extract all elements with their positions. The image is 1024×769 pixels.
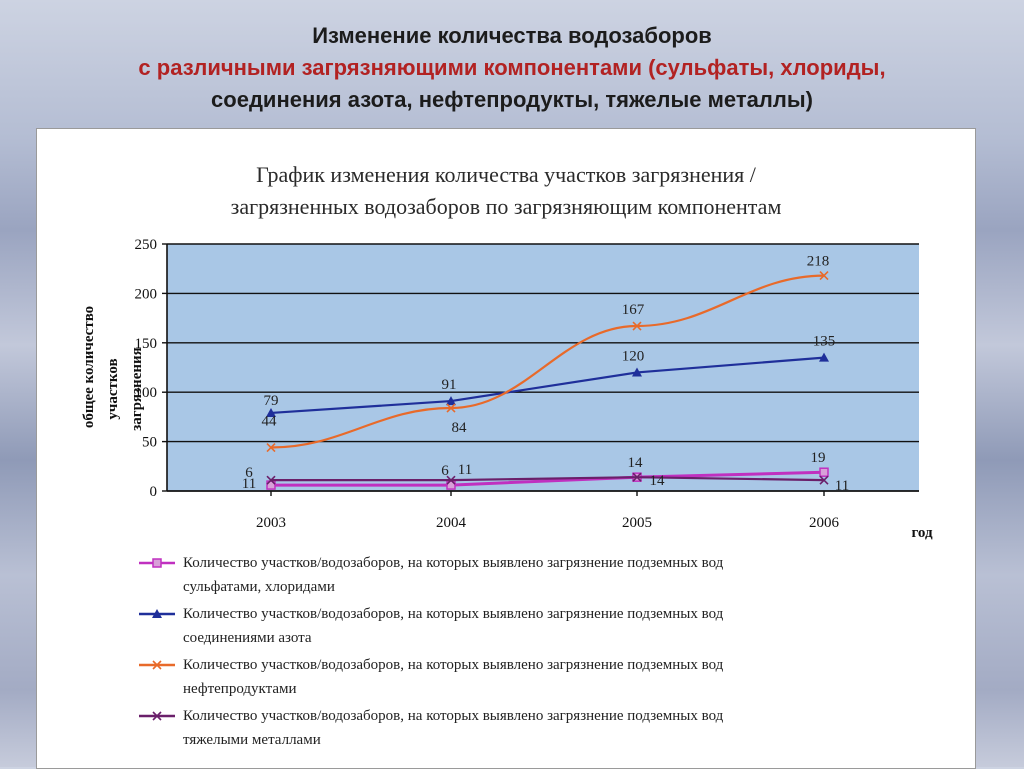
y-tick-label: 0: [150, 484, 158, 500]
data-label: 79: [264, 393, 279, 409]
legend-label-line1: Количество участков/водозаборов, на кото…: [183, 606, 724, 622]
data-label: 11: [835, 478, 849, 494]
legend-swatch-sulfates: [139, 558, 175, 568]
marker-stroke: [632, 472, 642, 482]
marker-stroke: [446, 475, 456, 485]
y-tick-label: 50: [142, 435, 157, 451]
y-tick-label: 150: [135, 336, 158, 352]
data-point: [632, 321, 642, 331]
marker-stroke: [152, 660, 162, 670]
data-point: [819, 352, 829, 362]
legend-swatch-heavy-metals: [139, 711, 175, 721]
y-tick-label: 250: [135, 237, 158, 253]
data-point: [266, 407, 276, 417]
data-point: [446, 475, 456, 485]
legend-swatch-petroleum: [139, 660, 175, 670]
data-point: [446, 403, 456, 413]
data-label: 218: [807, 254, 830, 270]
marker-stroke: [446, 403, 456, 413]
x-tick-label: 2003: [256, 515, 286, 531]
slide-title-line2: с различными загрязняющими компонентами …: [138, 55, 886, 80]
series-line: [270, 356, 825, 415]
chart-panel: График изменения количества участков заг…: [36, 128, 976, 769]
x-tick-label: 2006: [809, 515, 840, 531]
x-tick-label: 2004: [436, 515, 467, 531]
legend-label-line1: Количество участков/водозаборов, на кото…: [183, 555, 724, 571]
y-tick-label: 200: [135, 286, 158, 302]
legend-label-line2: соединениями азота: [183, 630, 312, 646]
data-point: [819, 467, 829, 477]
marker-stroke: [819, 475, 829, 485]
data-label: 91: [442, 377, 457, 393]
axes: 0 50 100 150 200 250 2003 2004 2005 2006 год общее …: [81, 237, 933, 541]
y-axis-label-line: загрязнения: [129, 347, 145, 431]
legend-item: Количество участков/водозаборов, на кото…: [137, 653, 937, 701]
data-label: 6: [441, 463, 449, 479]
y-axis-label: общее количество участков загрязнения: [81, 306, 145, 431]
x-axis-label: год: [911, 525, 933, 541]
chart-title-line2: загрязненных водозаборов по загрязняющим…: [230, 194, 782, 219]
legend-marker: [152, 558, 162, 568]
legend-item: Количество участков/водозаборов, на кото…: [137, 704, 937, 752]
legend-marker: [152, 609, 162, 618]
y-tick-label: 100: [135, 385, 158, 401]
data-point: [819, 475, 829, 485]
marker-stroke: [632, 321, 642, 331]
data-labels: 6 6 14 19 79 91 120 135 44 84 167 218 11 11 14 11: [242, 254, 849, 495]
data-label: 6: [245, 465, 253, 481]
data-label: 44: [262, 414, 278, 430]
chart-title-line1: График изменения количества участков заг…: [256, 162, 756, 187]
legend-item: Количество участков/водозаборов, на кото…: [137, 602, 937, 650]
data-label: 11: [242, 476, 256, 492]
legend-label-line2: нефтепродуктами: [183, 681, 297, 697]
legend-label-line2: сульфатами, хлоридами: [183, 579, 335, 595]
data-label: 19: [811, 450, 826, 466]
series-line: [270, 274, 825, 449]
slide-title: Изменение количества водозаборов с разли…: [0, 20, 1024, 116]
data-point: [266, 442, 276, 453]
data-label: 84: [452, 420, 468, 436]
marker-stroke: [819, 271, 829, 281]
data-point: [819, 271, 829, 281]
legend-label-line1: Количество участков/водозаборов, на кото…: [183, 708, 724, 724]
slide-title-line3: соединения азота, нефтепродукты, тяжелые…: [211, 87, 813, 112]
data-label: 167: [622, 302, 645, 318]
chart-title: График изменения количества участков заг…: [37, 159, 975, 223]
series-line: [271, 470, 825, 487]
marker-stroke: [152, 711, 162, 721]
data-point: [632, 367, 642, 377]
chart-legend: Количество участков/водозаборов, на кото…: [137, 551, 937, 755]
y-axis-label-line: участков: [105, 358, 121, 419]
legend-swatch-nitrogen: [139, 609, 175, 618]
data-point: [632, 472, 642, 482]
data-label: 135: [813, 334, 836, 350]
data-label: 14: [650, 473, 666, 489]
legend-label-line1: Количество участков/водозаборов, на кото…: [183, 657, 724, 673]
legend-marker: [152, 711, 162, 721]
marker-stroke: [266, 442, 276, 453]
x-tick-label: 2005: [622, 515, 652, 531]
data-label: 14: [628, 455, 644, 471]
line-chart: 0 50 100 150 200 250 2003 2004 2005 2006 год общее …: [81, 237, 933, 541]
y-axis-label-line: общее количество: [81, 306, 97, 428]
series-group: [266, 271, 829, 490]
legend-item: Количество участков/водозаборов, на кото…: [137, 551, 937, 599]
legend-label-line2: тяжелыми металлами: [183, 732, 321, 748]
data-point: [446, 396, 456, 406]
data-label: 11: [458, 462, 472, 478]
data-label: 120: [622, 348, 645, 364]
series-line: [271, 476, 825, 482]
marker-stroke: [266, 475, 276, 485]
slide-title-line1: Изменение количества водозаборов: [312, 23, 712, 48]
legend-marker: [152, 660, 162, 670]
data-point: [266, 475, 276, 485]
